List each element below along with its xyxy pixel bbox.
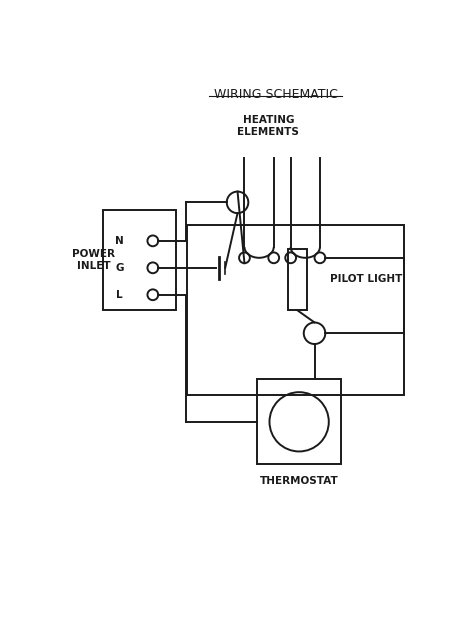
Text: THERMOSTAT: THERMOSTAT [260, 476, 338, 486]
Text: HEATING
ELEMENTS: HEATING ELEMENTS [237, 115, 299, 137]
Text: L: L [117, 290, 123, 300]
Bar [103, 210, 176, 310]
Text: POWER
INLET: POWER INLET [72, 249, 115, 271]
Text: WIRING SCHEMATIC: WIRING SCHEMATIC [214, 88, 338, 101]
Bar [187, 226, 404, 395]
Text: G: G [116, 263, 124, 273]
Text: PILOT LIGHT: PILOT LIGHT [330, 275, 402, 285]
Bar [257, 380, 341, 464]
Bar [288, 249, 307, 310]
Text: N: N [115, 236, 124, 246]
